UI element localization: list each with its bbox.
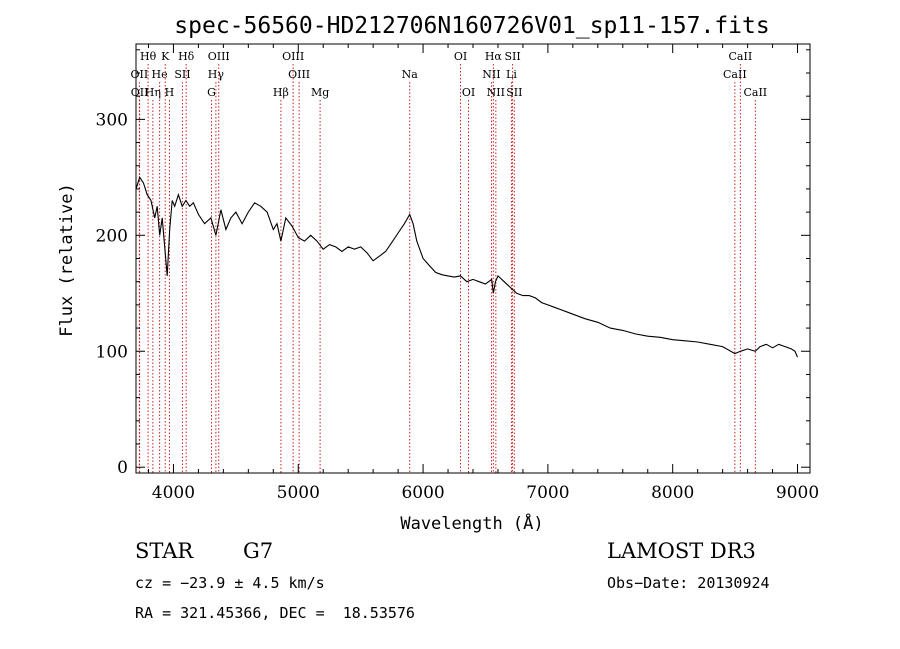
spectral-line-label: Hδ <box>178 50 195 63</box>
spectral-line-label: NII <box>487 86 505 99</box>
y-tick-label: 0 <box>117 458 128 478</box>
spectral-line-label: SII <box>506 86 522 99</box>
spectral-line-label: CaII <box>743 86 767 99</box>
x-axis-label: Wavelength (Å) <box>400 512 543 534</box>
x-axis: 4000 5000 6000 7000 8000 9000 <box>147 44 819 503</box>
x-tick-label: 6000 <box>401 483 444 503</box>
spectral-line-label: OIII <box>288 68 310 81</box>
spectral-line-label: CaII <box>729 50 753 63</box>
flux-series-line <box>135 176 799 358</box>
spectral-line-label: CaII <box>723 68 747 81</box>
y-axis-label: Flux (relative) <box>57 183 77 337</box>
spectral-line-label: OIII <box>208 50 230 63</box>
plot-frame <box>135 43 811 474</box>
spectral-line-label: Hθ <box>140 50 157 63</box>
spectral-line-label: G <box>207 86 216 99</box>
spectral-line-label: OIII <box>282 50 304 63</box>
spectral-line-label: Li <box>506 68 517 81</box>
spectral-line-label: Hγ <box>208 68 225 81</box>
spectral-line-markers <box>138 64 756 473</box>
spectral-line-label: SII <box>174 68 190 81</box>
y-axis: 0 100 200 300 <box>96 49 810 478</box>
spectral-line-label: OII <box>131 68 149 81</box>
observation-date: Obs−Date: 20130924 <box>607 574 770 592</box>
chart-title: spec-56560-HD212706N160726V01_sp11-157.f… <box>174 13 769 39</box>
spectral-line-label: OI <box>462 86 475 99</box>
spectral-line-label: Hβ <box>273 86 289 99</box>
spectral-line-label: NII <box>482 68 500 81</box>
x-tick-label: 4000 <box>152 483 195 503</box>
spectral-line-label: Hη <box>145 86 161 99</box>
y-tick-label: 100 <box>96 342 128 362</box>
spectral-line-label: OII <box>131 86 149 99</box>
y-tick-label: 300 <box>96 110 128 130</box>
spectral-line-label: K <box>161 50 170 63</box>
ra-dec-coordinates: RA = 321.45366, DEC = 18.53576 <box>135 604 415 622</box>
object-subclass: G7 <box>243 539 274 563</box>
y-tick-label: 200 <box>96 226 128 246</box>
redshift-cz: cz = −23.9 ± 4.5 km/s <box>135 574 325 592</box>
spectral-line-label: He <box>152 68 168 81</box>
object-class: STAR <box>135 539 194 563</box>
spectral-line-label: Hα <box>485 50 503 63</box>
x-tick-label: 8000 <box>651 483 694 503</box>
spectral-line-label: Mg <box>311 86 329 99</box>
x-tick-label: 9000 <box>776 483 819 503</box>
spectral-line-label: H <box>165 86 175 99</box>
x-tick-label: 5000 <box>277 483 320 503</box>
x-tick-label: 7000 <box>526 483 569 503</box>
spectral-line-label: SII <box>504 50 520 63</box>
survey-name: LAMOST DR3 <box>607 539 756 563</box>
spectrum-chart: spec-56560-HD212706N160726V01_sp11-157.f… <box>57 13 819 534</box>
spectral-line-label: OI <box>454 50 467 63</box>
spectral-line-label: Na <box>402 68 419 81</box>
